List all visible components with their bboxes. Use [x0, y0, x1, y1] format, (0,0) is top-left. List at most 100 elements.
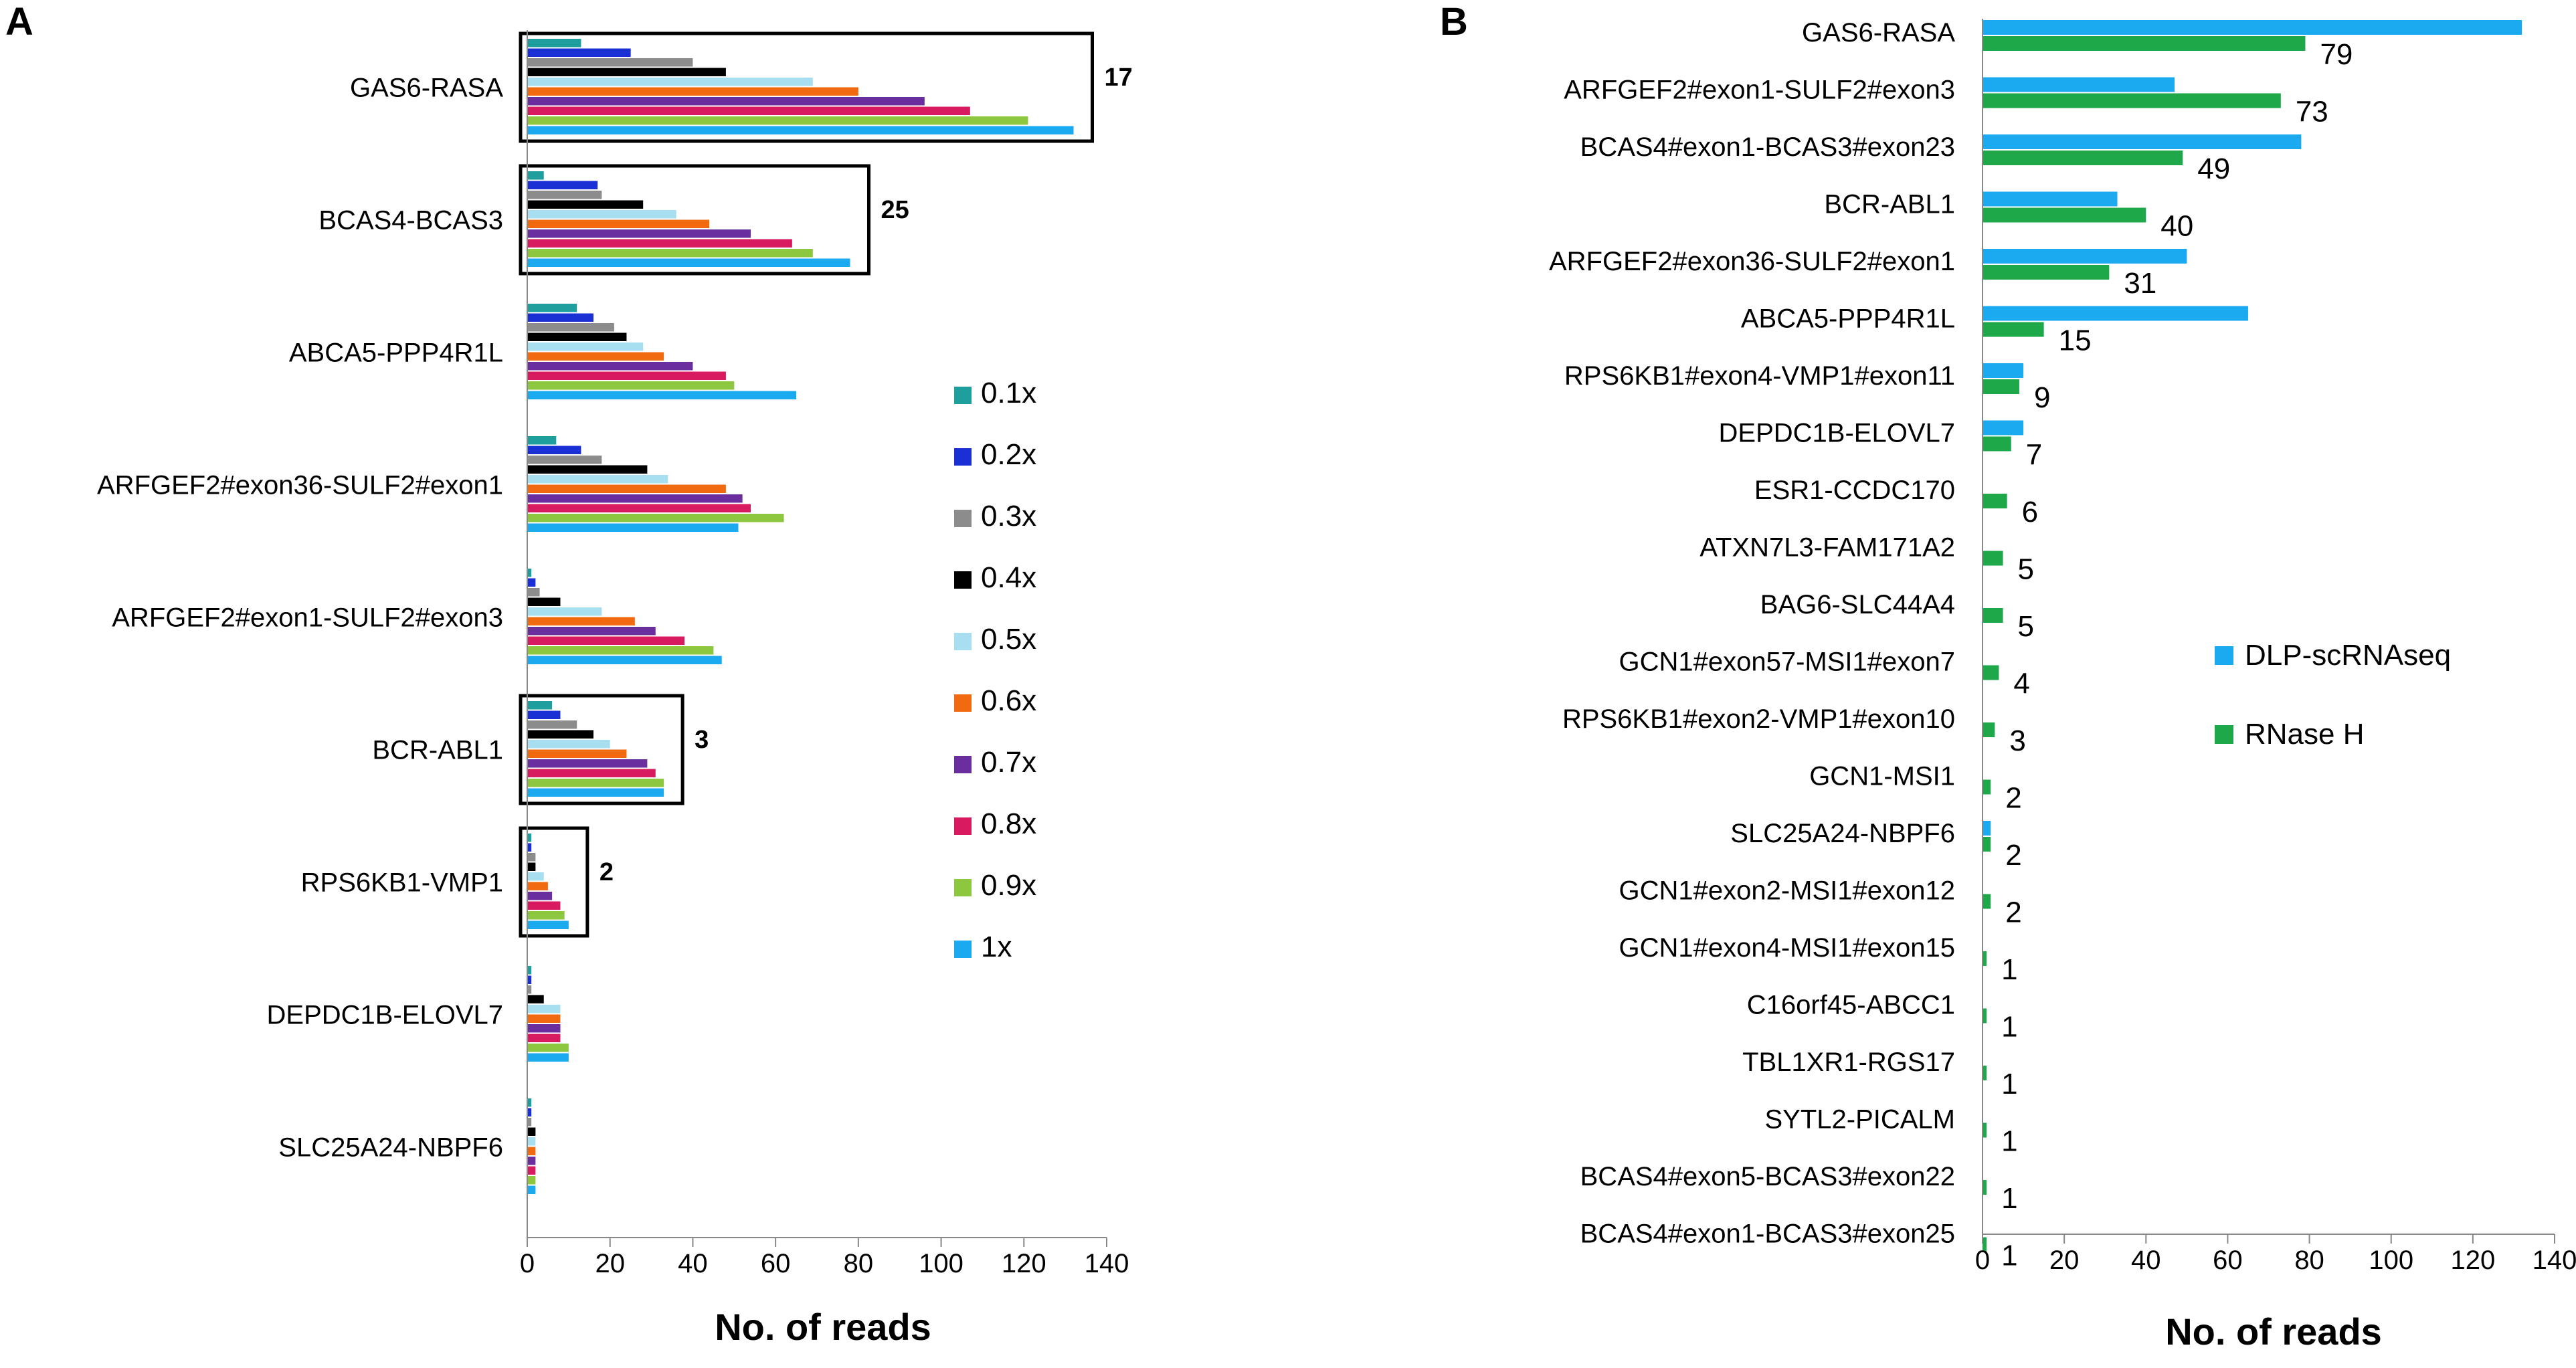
- data-label-b-bcr-abl1: 40: [2160, 210, 2193, 243]
- bar-rps6kb1-vmp1-0-1x: [527, 834, 532, 842]
- panel-b-x-axis: 0 20 40 60 80 100 120 140: [1975, 19, 2576, 1275]
- bar-rps6kb1-vmp1-0-6x: [527, 882, 548, 890]
- bar-b-esr1-ccdc170-rnase-h: [1983, 494, 2007, 508]
- highlight-box-bcas4-bcas3: [519, 164, 870, 276]
- bar-b-rps6kb1-exon4-vmp1-exon11-dlp-scrnaseq: [1983, 363, 2024, 378]
- bar-gas6-rasa-0-5x: [527, 78, 813, 86]
- bar-arfgef2-exon36-sulf2-exon1-0-5x: [527, 475, 668, 484]
- category-label-bcas4-bcas3: BCAS4-BCAS3: [318, 206, 503, 235]
- bar-bcr-abl1-0-5x: [527, 740, 610, 749]
- bar-gas6-rasa-1x: [527, 126, 1074, 134]
- bar-b-bcas4-exon1-bcas3-exon23-dlp-scrnaseq: [1983, 134, 2302, 149]
- category-label-b-rps6kb1-exon4-vmp1-exon11: RPS6KB1#exon4-VMP1#exon11: [1564, 361, 1955, 391]
- bar-arfgef2-exon36-sulf2-exon1-0-4x: [527, 465, 648, 474]
- category-label-depdc1b-elovl7: DEPDC1B-ELOVL7: [267, 1001, 503, 1030]
- bar-depdc1b-elovl7-0-8x: [527, 1034, 561, 1042]
- bar-arfgef2-exon1-sulf2-exon3-0-7x: [527, 627, 656, 636]
- highlight-box-gas6-rasa: [519, 31, 1095, 143]
- bar-bcas4-bcas3-0-9x: [527, 249, 813, 258]
- data-label-b-slc25a24-nbpf6: 2: [2005, 839, 2021, 872]
- bar-depdc1b-elovl7-0-7x: [527, 1024, 561, 1033]
- category-label-b-sytl2-picalm: SYTL2-PICALM: [1764, 1105, 1955, 1135]
- category-label-b-abca5-ppp4r1l: ABCA5-PPP4R1L: [1741, 304, 1955, 334]
- bar-abca5-ppp4r1l-0-3x: [527, 323, 614, 332]
- panel-b-x-axis-title: No. of reads: [2165, 1310, 2382, 1353]
- bar-b-bcas4-exon1-bcas3-exon23-rnase-h: [1983, 151, 2183, 165]
- category-label-b-rps6kb1-exon2-vmp1-exon10: RPS6KB1#exon2-VMP1#exon10: [1562, 704, 1955, 734]
- highlight-count-gas6-rasa: 17: [1105, 64, 1133, 92]
- bar-arfgef2-exon36-sulf2-exon1-0-7x: [527, 494, 743, 503]
- legend-swatch-0-6x: [954, 694, 972, 712]
- data-label-b-bag6-slc44a4: 5: [2018, 610, 2034, 643]
- legend-label-0-6x: 0.6x: [981, 684, 1036, 717]
- bar-bcr-abl1-0-2x: [527, 710, 561, 719]
- category-label-b-arfgef2-exon1-sulf2-exon3: ARFGEF2#exon1-SULF2#exon3: [1564, 76, 1955, 105]
- bar-bcr-abl1-0-3x: [527, 720, 577, 729]
- bar-abca5-ppp4r1l-0-7x: [527, 362, 693, 371]
- bar-arfgef2-exon1-sulf2-exon3-0-9x: [527, 646, 714, 655]
- bar-bcr-abl1-0-7x: [527, 759, 648, 768]
- bar-b-depdc1b-elovl7-dlp-scrnaseq: [1983, 420, 2024, 435]
- legend-label-b-dlp-scrnaseq: DLP-scRNAseq: [2245, 639, 2451, 672]
- bar-b-gcn1-exon2-msi1-exon12-rnase-h: [1983, 894, 1991, 909]
- data-label-b-gcn1-exon57-msi1-exon7: 4: [2013, 668, 2029, 700]
- panel-b-legend: DLP-scRNAseq RNase H: [2215, 639, 2451, 751]
- legend-swatch-0-4x: [954, 571, 972, 589]
- data-label-b-bcas4-exon1-bcas3-exon25: 1: [2001, 1240, 2017, 1272]
- bar-arfgef2-exon36-sulf2-exon1-0-6x: [527, 484, 726, 493]
- category-label-slc25a24-nbpf6: SLC25A24-NBPF6: [278, 1133, 503, 1163]
- bar-slc25a24-nbpf6-0-6x: [527, 1147, 536, 1155]
- panel-a-tick-label-0: 0: [520, 1249, 535, 1278]
- category-label-b-bag6-slc44a4: BAG6-SLC44A4: [1760, 590, 1955, 619]
- bar-rps6kb1-vmp1-0-4x: [527, 862, 536, 871]
- bar-gas6-rasa-0-9x: [527, 116, 1028, 125]
- data-label-b-bcas4-exon1-bcas3-exon23: 49: [2197, 153, 2230, 185]
- panel-a-chart: 17 25 3 2 GAS6-RASA BCAS4-BCAS3 ABCA5-PPP4R1L…: [97, 30, 1133, 1348]
- panel-a-tick-label-100: 100: [919, 1249, 963, 1278]
- bar-arfgef2-exon1-sulf2-exon3-0-5x: [527, 607, 602, 616]
- bar-depdc1b-elovl7-1x: [527, 1053, 569, 1062]
- bar-gas6-rasa-0-7x: [527, 97, 925, 106]
- bar-slc25a24-nbpf6-0-8x: [527, 1166, 536, 1175]
- legend-label-0-1x: 0.1x: [981, 377, 1036, 409]
- legend-label-0-2x: 0.2x: [981, 438, 1036, 471]
- data-label-b-gcn1-msi1: 2: [2005, 782, 2021, 815]
- category-label-rps6kb1-vmp1: RPS6KB1-VMP1: [301, 868, 503, 898]
- bar-b-rps6kb1-exon4-vmp1-exon11-rnase-h: [1983, 379, 2019, 394]
- category-label-abca5-ppp4r1l: ABCA5-PPP4R1L: [289, 338, 503, 368]
- category-label-b-gcn1-exon4-msi1-exon15: GCN1#exon4-MSI1#exon15: [1619, 933, 1955, 963]
- bar-arfgef2-exon36-sulf2-exon1-0-2x: [527, 446, 581, 454]
- legend-label-0-3x: 0.3x: [981, 500, 1036, 532]
- bar-rps6kb1-vmp1-1x: [527, 920, 569, 929]
- highlight-count-rps6kb1-vmp1: 2: [600, 858, 614, 886]
- bar-b-arfgef2-exon1-sulf2-exon3-rnase-h: [1983, 93, 2281, 108]
- bar-b-gas6-rasa-dlp-scrnaseq: [1983, 20, 2522, 35]
- panel-b-letter: B: [1440, 0, 1468, 43]
- panel-b-chart: GAS6-RASA ARFGEF2#exon1-SULF2#exon3 BCAS4#…: [1549, 18, 2576, 1353]
- bar-b-atxn7l3-fam171a2-rnase-h: [1983, 551, 2003, 566]
- bar-abca5-ppp4r1l-1x: [527, 391, 797, 399]
- bar-bcas4-bcas3-0-6x: [527, 219, 710, 228]
- panel-b-tick-label-0: 0: [1975, 1246, 1990, 1275]
- bar-bcas4-bcas3-0-7x: [527, 229, 751, 238]
- data-label-b-c16orf45-abcc1: 1: [2001, 1011, 2017, 1044]
- category-label-b-gcn1-exon57-msi1-exon7: GCN1#exon57-MSI1#exon7: [1619, 648, 1955, 677]
- bar-arfgef2-exon1-sulf2-exon3-0-2x: [527, 578, 536, 587]
- bar-abca5-ppp4r1l-0-9x: [527, 381, 735, 390]
- bar-arfgef2-exon1-sulf2-exon3-0-8x: [527, 636, 685, 645]
- data-label-b-arfgef2-exon1-sulf2-exon3: 73: [2296, 96, 2328, 128]
- bar-b-abca5-ppp4r1l-dlp-scrnaseq: [1983, 306, 2248, 321]
- bar-arfgef2-exon36-sulf2-exon1-0-8x: [527, 504, 751, 512]
- bar-b-tbl1xr1-rgs17-rnase-h: [1983, 1066, 1987, 1080]
- legend-label-0-5x: 0.5x: [981, 623, 1036, 656]
- panel-b-tick-label-60: 60: [2213, 1246, 2243, 1275]
- legend-swatch-0-5x: [954, 633, 972, 650]
- panel-b-category-labels: GAS6-RASA ARFGEF2#exon1-SULF2#exon3 BCAS4#…: [1549, 18, 1955, 1249]
- bar-bcas4-bcas3-0-8x: [527, 239, 792, 248]
- category-label-bcr-abl1: BCR-ABL1: [372, 736, 503, 765]
- bar-slc25a24-nbpf6-0-9x: [527, 1176, 536, 1185]
- bar-b-rps6kb1-exon2-vmp1-exon10-rnase-h: [1983, 722, 1995, 737]
- bar-b-gcn1-exon57-msi1-exon7-rnase-h: [1983, 665, 1999, 680]
- bar-gas6-rasa-0-8x: [527, 106, 970, 115]
